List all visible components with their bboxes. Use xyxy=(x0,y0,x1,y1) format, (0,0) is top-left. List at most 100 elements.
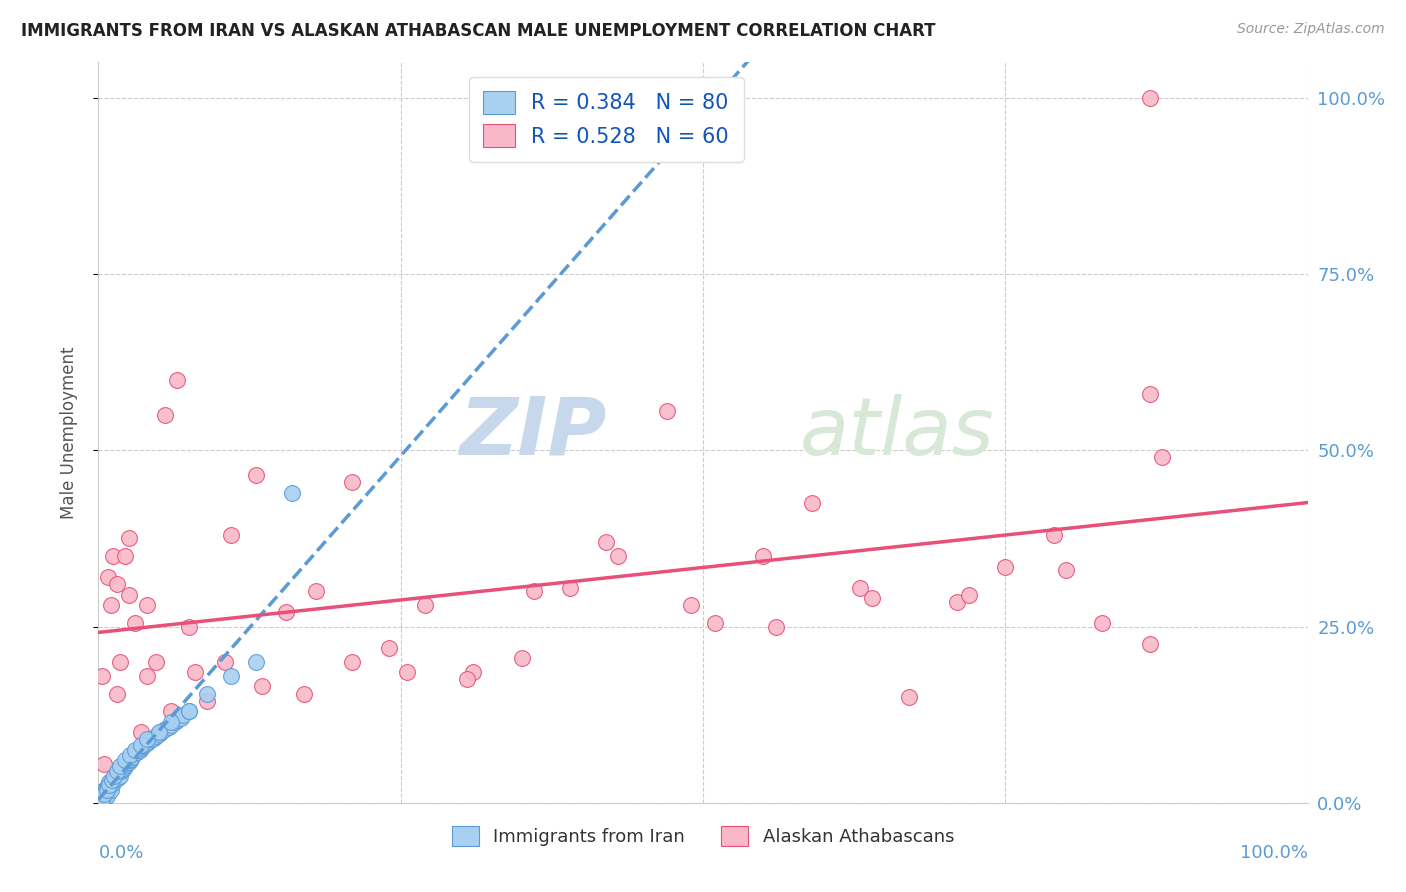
Point xyxy=(132,739,155,754)
Point xyxy=(124,747,146,761)
Text: Source: ZipAtlas.com: Source: ZipAtlas.com xyxy=(1237,22,1385,37)
Point xyxy=(160,714,183,729)
Point xyxy=(704,615,727,630)
Point xyxy=(114,759,136,773)
Point xyxy=(100,599,122,613)
Point xyxy=(98,781,121,796)
Point xyxy=(96,789,118,803)
Point xyxy=(101,776,124,790)
Point xyxy=(97,778,120,792)
Point xyxy=(90,789,112,803)
Point xyxy=(1091,615,1114,630)
Point xyxy=(135,599,157,613)
Point xyxy=(292,686,315,700)
Point xyxy=(118,588,141,602)
Point xyxy=(1139,387,1161,401)
Point xyxy=(523,584,546,599)
Point xyxy=(245,467,267,482)
Point xyxy=(135,669,157,683)
Point xyxy=(100,773,122,788)
Point xyxy=(456,673,478,687)
Point xyxy=(124,743,146,757)
Point xyxy=(108,766,131,780)
Point xyxy=(395,665,418,680)
Point xyxy=(607,549,630,563)
Point xyxy=(510,651,533,665)
Point xyxy=(135,736,157,750)
Point xyxy=(342,475,364,489)
Point xyxy=(305,584,328,599)
Point xyxy=(221,669,243,683)
Point xyxy=(105,686,128,700)
Point xyxy=(129,725,152,739)
Point xyxy=(1139,637,1161,651)
Point xyxy=(595,535,617,549)
Point xyxy=(114,549,136,563)
Point xyxy=(342,655,364,669)
Point xyxy=(281,485,304,500)
Point xyxy=(250,680,273,694)
Point xyxy=(94,788,117,802)
Point xyxy=(91,785,114,799)
Point xyxy=(160,718,183,732)
Point xyxy=(179,704,201,718)
Point xyxy=(105,577,128,591)
Point xyxy=(679,599,702,613)
Point xyxy=(105,767,128,781)
Point xyxy=(98,774,121,789)
Text: 0.0%: 0.0% xyxy=(98,844,143,862)
Point xyxy=(377,640,399,655)
Point xyxy=(96,783,118,797)
Point xyxy=(148,727,170,741)
Point xyxy=(100,774,122,789)
Point xyxy=(94,781,117,796)
Point xyxy=(101,549,124,563)
Point xyxy=(274,606,297,620)
Point xyxy=(1042,528,1064,542)
Point xyxy=(105,764,128,778)
Point xyxy=(214,655,236,669)
Point xyxy=(245,655,267,669)
Point xyxy=(413,599,436,613)
Point xyxy=(114,754,136,768)
Point xyxy=(101,771,124,785)
Point xyxy=(153,722,176,736)
Point xyxy=(112,760,135,774)
Point xyxy=(103,769,125,783)
Point xyxy=(97,783,120,797)
Point xyxy=(897,690,920,704)
Text: IMMIGRANTS FROM IRAN VS ALASKAN ATHABASCAN MALE UNEMPLOYMENT CORRELATION CHART: IMMIGRANTS FROM IRAN VS ALASKAN ATHABASC… xyxy=(21,22,935,40)
Point xyxy=(765,619,787,633)
Point xyxy=(104,769,127,783)
Point xyxy=(91,669,114,683)
Point xyxy=(752,549,775,563)
Point xyxy=(135,732,157,747)
Point xyxy=(946,595,969,609)
Point xyxy=(860,591,883,606)
Point xyxy=(91,790,114,805)
Point xyxy=(994,559,1017,574)
Point xyxy=(1152,450,1174,465)
Point xyxy=(118,747,141,762)
Point xyxy=(184,665,207,680)
Point xyxy=(160,704,183,718)
Point xyxy=(110,764,132,778)
Point xyxy=(221,528,243,542)
Text: atlas: atlas xyxy=(800,393,994,472)
Point xyxy=(98,778,121,792)
Point xyxy=(93,792,115,806)
Text: ZIP: ZIP xyxy=(458,393,606,472)
Point xyxy=(138,733,160,747)
Point xyxy=(91,788,114,802)
Point xyxy=(93,788,115,802)
Point xyxy=(108,759,131,773)
Point xyxy=(91,792,114,806)
Point xyxy=(93,757,115,772)
Point xyxy=(558,581,581,595)
Point xyxy=(957,588,980,602)
Point xyxy=(115,757,138,772)
Point xyxy=(100,783,122,797)
Point xyxy=(195,686,218,700)
Point xyxy=(128,743,150,757)
Point xyxy=(108,769,131,783)
